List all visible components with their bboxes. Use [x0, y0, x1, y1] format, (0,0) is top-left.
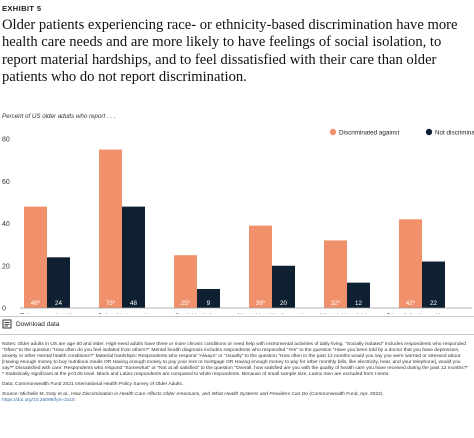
doi-link[interactable]: https://doi.org/10.26099/fym-2x15 [2, 398, 75, 404]
bar-value-label: 48 [130, 300, 138, 307]
bar-value-label: 48* [31, 300, 41, 307]
chart-notes: Notes: Older adults in US are age 60 and… [2, 342, 472, 404]
source-doi-link[interactable]: https://doi.org/10.26099/fym-2x15 [2, 398, 472, 404]
y-tick-label: 20 [2, 263, 10, 270]
notes-data-source: Data: Commonwealth Fund 2021 Internation… [2, 382, 184, 388]
category-label: Material hardships [320, 313, 375, 314]
bar [347, 282, 370, 308]
bar [122, 206, 145, 308]
y-tick-label: 80 [2, 137, 10, 144]
bar-chart: 0 20 40 60 80 Discriminated against Not discri… [2, 128, 474, 314]
legend-swatch [329, 128, 337, 136]
category-label: Social isolation [175, 313, 219, 314]
bar [174, 255, 197, 308]
legend-swatch [425, 128, 433, 136]
download-icon [2, 319, 12, 329]
bar [272, 265, 295, 308]
bar [324, 240, 347, 308]
bar [24, 206, 47, 308]
bar-value-label: 20 [280, 300, 288, 307]
chart-subtitle: Percent of US older adults who report . … [2, 113, 116, 120]
divider-top [0, 316, 474, 317]
source-title: How Discrimination in Health Care Affect… [71, 392, 308, 398]
bar-value-label: 12 [355, 300, 363, 307]
bar-value-label: 32* [331, 300, 341, 307]
notes-source: Source: Michelle M. Doty et al., How Dis… [2, 392, 472, 398]
notes-paragraph: Notes: Older adults in US are age 60 and… [2, 342, 469, 372]
chart-headline: Older patients experiencing race- or eth… [2, 17, 458, 85]
category-label: Fair or poor health [20, 313, 74, 314]
category-label: Mental health diagnosis [237, 313, 307, 314]
y-tick-label: 60 [2, 179, 10, 186]
category-label: Dissatisfaction with care [387, 313, 458, 314]
y-tick-label: 0 [2, 306, 6, 313]
bar [47, 257, 70, 308]
y-tick-label: 40 [2, 221, 10, 228]
bar-value-label: 75* [106, 300, 116, 307]
download-data-label: Download data [16, 320, 60, 328]
legend-label: Discriminated against [339, 130, 399, 137]
download-data-link[interactable]: Download data [2, 319, 59, 329]
category-label: Being high-need [98, 313, 146, 314]
bar-value-label: 39* [256, 300, 266, 307]
bar [99, 149, 122, 308]
bar-value-label: 24 [55, 300, 63, 307]
divider-bottom [0, 334, 474, 335]
bar-value-label: 42* [406, 300, 416, 307]
source-suffix: (Commonwealth Fund, Apr. 2022). [307, 392, 384, 398]
bar-value-label: 22 [430, 300, 438, 307]
source-prefix: Source: Michelle M. Doty et al., [2, 392, 72, 398]
bar-value-label: 9 [207, 300, 211, 307]
bar-value-label: 25* [181, 300, 191, 307]
exhibit-label: EXHIBIT 5 [2, 4, 42, 13]
notes-significance: * Statistically significant at the p<0.0… [2, 372, 390, 378]
legend-label: Not discriminated against [435, 130, 474, 137]
bar [422, 261, 445, 308]
bar [399, 219, 422, 308]
bar [249, 225, 272, 308]
bar [197, 288, 220, 308]
